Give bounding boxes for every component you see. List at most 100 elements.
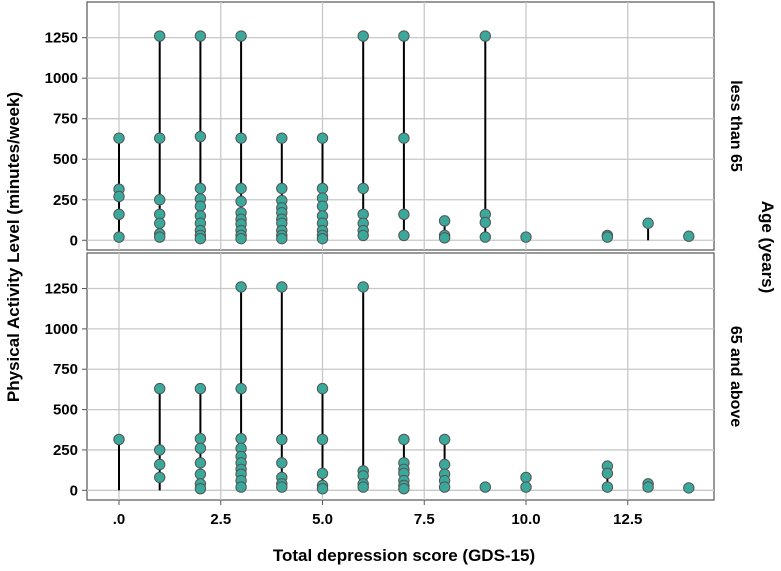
data-point xyxy=(276,481,288,493)
data-point xyxy=(235,281,247,293)
data-point xyxy=(642,481,654,493)
data-point xyxy=(276,232,288,245)
data-point xyxy=(194,382,207,395)
facet-label: Age (years) xyxy=(758,201,777,294)
x-tick-label: 5.0 xyxy=(312,511,333,528)
panel-under-65: 0 250 500 750 1000 1250 less than 65 xyxy=(45,1,744,251)
data-point xyxy=(357,229,369,242)
data-point xyxy=(479,231,491,243)
facet-strip-label: less than 65 xyxy=(727,80,744,172)
data-point xyxy=(520,471,532,484)
data-point xyxy=(113,132,125,144)
data-point xyxy=(398,229,410,242)
data-point xyxy=(276,132,288,144)
data-point xyxy=(276,457,288,469)
data-point xyxy=(113,433,125,446)
data-point xyxy=(154,382,166,395)
data-point xyxy=(316,467,329,480)
panel-frame xyxy=(86,252,715,501)
facet-strip-label: 65 and above xyxy=(727,326,744,427)
data-point xyxy=(357,481,369,493)
data-point xyxy=(194,432,207,445)
data-point xyxy=(357,30,369,42)
data-point xyxy=(398,132,410,144)
data-point xyxy=(235,432,247,445)
data-point xyxy=(276,433,288,446)
panel-65-and-above: 0 250 500 750 1000 1250 65 and above xyxy=(45,252,744,501)
data-point xyxy=(398,482,410,495)
x-axis-label: Total depression score (GDS-15) xyxy=(273,546,535,565)
data-point xyxy=(520,231,532,243)
x-tick-label: 7.5 xyxy=(414,511,435,528)
data-point xyxy=(438,458,451,471)
data-point xyxy=(276,281,288,293)
x-tick-label: 2.5 xyxy=(210,511,231,528)
data-point xyxy=(154,231,166,243)
y-tick-label: 750 xyxy=(53,361,78,378)
data-point xyxy=(235,132,247,144)
data-point xyxy=(316,132,329,144)
data-point xyxy=(154,471,166,484)
data-point xyxy=(438,232,451,244)
data-point xyxy=(601,231,614,243)
data-point xyxy=(194,130,207,143)
data-point xyxy=(683,482,695,494)
data-point xyxy=(194,182,207,195)
data-point xyxy=(194,200,207,212)
y-tick-label: 500 xyxy=(53,151,78,168)
data-point xyxy=(398,208,410,221)
data-point xyxy=(154,30,166,42)
x-tick-label: 12.5 xyxy=(613,511,642,528)
y-axis-label: Physical Activity Level (minutes/week) xyxy=(4,92,23,402)
data-point xyxy=(479,30,491,42)
panels-layer: 0 250 500 750 1000 1250 less than 65 0 250 500 750… xyxy=(45,1,744,501)
y-tick-label: 250 xyxy=(53,442,78,459)
panel-frame xyxy=(86,1,715,251)
data-point xyxy=(398,30,410,42)
data-point xyxy=(438,215,451,227)
data-point xyxy=(316,232,329,245)
x-tick-label: 10.0 xyxy=(511,511,540,528)
data-point xyxy=(113,231,125,243)
y-tick-label: 0 xyxy=(70,232,78,249)
data-point xyxy=(235,195,247,208)
y-tick-label: 750 xyxy=(53,111,78,128)
data-point xyxy=(438,433,451,446)
x-tick-labels: .0 2.5 5.0 7.5 10.0 12.5 xyxy=(113,500,642,528)
data-point xyxy=(601,467,614,480)
data-point xyxy=(520,481,532,493)
data-point xyxy=(235,232,247,245)
y-tick-label: 0 xyxy=(70,482,78,499)
data-point xyxy=(194,457,207,469)
data-point xyxy=(316,382,329,395)
y-tick-label: 1250 xyxy=(45,281,78,298)
y-tick-label: 250 xyxy=(53,192,78,209)
data-point xyxy=(154,217,166,229)
x-tick-label: .0 xyxy=(113,511,126,528)
data-point xyxy=(438,481,451,493)
data-point xyxy=(113,208,125,221)
y-tick-label: 500 xyxy=(53,402,78,419)
data-point xyxy=(194,442,207,455)
data-point xyxy=(316,433,329,446)
data-point xyxy=(235,481,247,493)
data-point xyxy=(194,232,207,245)
data-point xyxy=(398,433,410,446)
data-point xyxy=(235,182,247,195)
data-point xyxy=(113,190,125,203)
data-point xyxy=(194,30,207,42)
data-point xyxy=(683,230,695,242)
data-point xyxy=(194,468,207,480)
y-tick-label: 1000 xyxy=(45,321,78,338)
data-point xyxy=(479,216,491,229)
data-point xyxy=(316,182,329,195)
data-point xyxy=(276,182,288,195)
data-point xyxy=(316,200,329,212)
data-point xyxy=(194,482,207,495)
data-point xyxy=(642,217,654,229)
data-point xyxy=(154,444,166,456)
data-point xyxy=(357,182,369,195)
data-point xyxy=(316,482,329,495)
data-point xyxy=(154,458,166,471)
